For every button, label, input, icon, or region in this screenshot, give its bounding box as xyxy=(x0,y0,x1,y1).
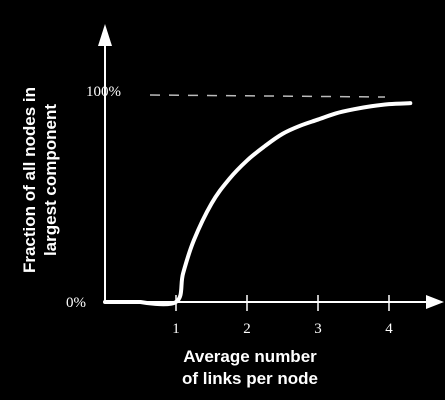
x-ticks: 1 2 3 4 xyxy=(172,295,393,337)
x-axis-title: Average number of links per node xyxy=(140,346,360,390)
y-axis-title-line-1: Fraction of all nodes in xyxy=(20,86,39,274)
reference-line-100 xyxy=(149,94,386,98)
x-tick-label-2: 2 xyxy=(243,321,251,337)
y-axis-arrow xyxy=(98,24,112,46)
x-tick-label-3: 3 xyxy=(314,321,322,337)
y-tick-label-100: 100% xyxy=(86,84,121,100)
x-axis-title-line-2: of links per node xyxy=(181,369,319,388)
y-tick-label-0: 0% xyxy=(66,295,86,311)
y-axis-title: Fraction of all nodes in largest compone… xyxy=(19,60,61,300)
axes xyxy=(98,24,444,309)
x-axis-title-line-1: Average number xyxy=(183,347,317,366)
x-tick-label-1: 1 xyxy=(172,321,180,337)
x-axis-arrow xyxy=(426,295,444,309)
y-axis-title-wrap: Fraction of all nodes in largest compone… xyxy=(0,60,80,300)
y-axis-title-line-2: largest component xyxy=(41,103,60,257)
series-group xyxy=(103,101,413,307)
series-line-0 xyxy=(103,101,413,307)
x-tick-label-4: 4 xyxy=(385,321,393,337)
reference-line-group xyxy=(149,94,386,98)
